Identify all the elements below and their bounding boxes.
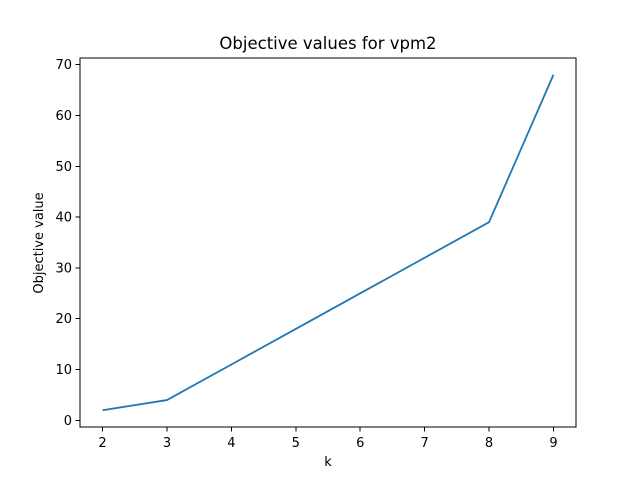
chart-title: Objective values for vpm2 [219,34,436,53]
x-tick-label: 3 [163,436,171,451]
series-layer [102,74,555,412]
y-tick-label: 20 [55,312,72,327]
y-tick-label: 40 [55,211,72,226]
y-tick-label: 30 [55,261,72,276]
x-tick-label: 4 [227,436,235,451]
x-tick-label: 5 [292,436,300,451]
tick-layer: 2 3 4 5 6 7 8 9 0 10 20 30 40 50 60 70 [55,58,557,451]
x-axis-label: k [324,455,332,470]
x-tick-label: 2 [98,436,106,451]
x-tick-label: 7 [420,436,428,451]
series-line-1 [102,74,555,412]
plot-frame [79,57,577,428]
x-tick-label: 9 [549,436,557,451]
y-axis-label: Objective value [32,192,47,293]
y-tick-label: 10 [55,363,72,378]
x-tick-label: 6 [356,436,364,451]
y-tick-label: 60 [55,109,72,124]
y-tick-label: 0 [64,414,72,429]
x-tick-label: 8 [485,436,493,451]
y-tick-label: 70 [55,58,72,73]
y-tick-label: 50 [55,160,72,175]
